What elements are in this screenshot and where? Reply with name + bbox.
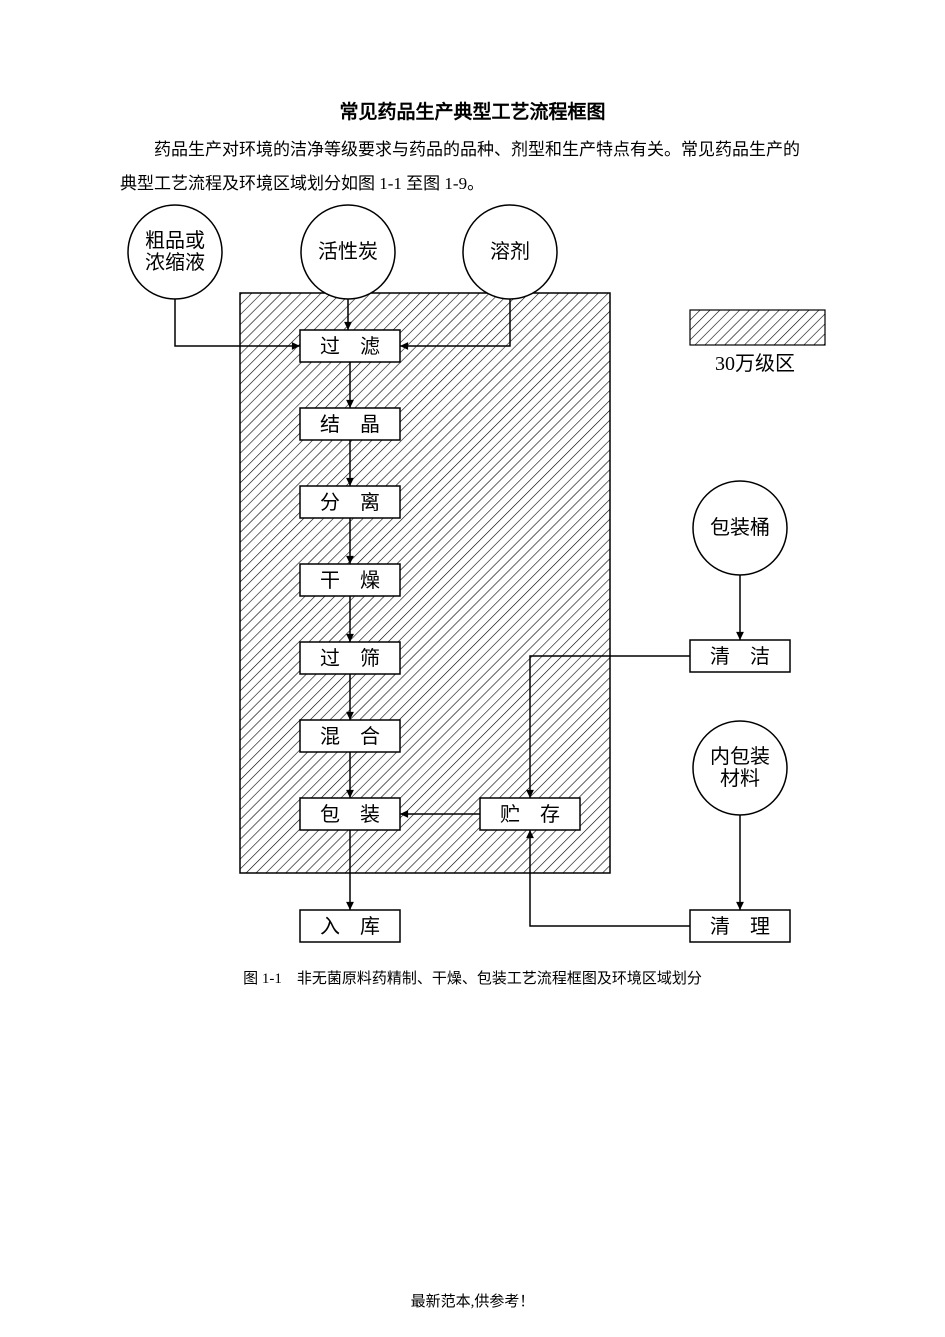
svg-text:清 理: 清 理 bbox=[710, 915, 770, 938]
svg-text:包装桶: 包装桶 bbox=[710, 516, 770, 539]
svg-text:结 晶: 结 晶 bbox=[320, 413, 380, 436]
svg-text:贮 存: 贮 存 bbox=[500, 803, 560, 826]
svg-text:粗品或: 粗品或 bbox=[145, 229, 205, 252]
page: 常见药品生产典型工艺流程框图 药品生产对环境的洁净等级要求与药品的品种、剂型和生… bbox=[0, 0, 945, 1337]
svg-text:清 洁: 清 洁 bbox=[710, 645, 770, 668]
svg-text:包 装: 包 装 bbox=[320, 803, 380, 826]
footer-text: 最新范本,供参考！ bbox=[0, 1290, 945, 1311]
svg-text:溶剂: 溶剂 bbox=[490, 240, 530, 263]
svg-text:干 燥: 干 燥 bbox=[320, 569, 380, 592]
svg-text:入 库: 入 库 bbox=[320, 915, 380, 938]
svg-text:活性炭: 活性炭 bbox=[318, 240, 378, 263]
svg-text:混 合: 混 合 bbox=[320, 725, 380, 748]
svg-text:内包装: 内包装 bbox=[710, 745, 770, 768]
svg-text:浓缩液: 浓缩液 bbox=[145, 251, 205, 274]
svg-text:过 筛: 过 筛 bbox=[320, 647, 380, 670]
svg-text:过 滤: 过 滤 bbox=[320, 335, 380, 358]
flowchart: 30万级区 粗品或浓缩液 活性炭 溶剂包装桶内包装材料 过 滤结 晶分 离干 燥过 筛混… bbox=[0, 0, 945, 1337]
figure-caption: 图 1-1 非无菌原料药精制、干燥、包装工艺流程框图及环境区域划分 bbox=[0, 967, 945, 988]
svg-text:分 离: 分 离 bbox=[320, 491, 380, 514]
svg-text:30万级区: 30万级区 bbox=[715, 352, 795, 375]
svg-text:材料: 材料 bbox=[720, 767, 760, 790]
